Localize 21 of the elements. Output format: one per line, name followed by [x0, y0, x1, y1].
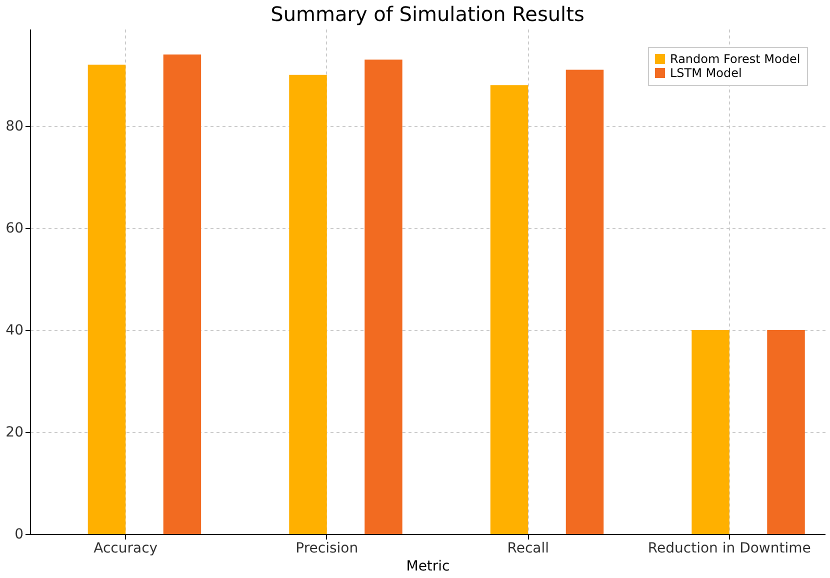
y-tick-label: 60: [6, 220, 24, 236]
bar: [88, 64, 126, 534]
x-tick-label: Reduction in Downtime: [648, 540, 811, 556]
bar: [566, 70, 604, 534]
x-tick-label: Recall: [507, 540, 550, 556]
legend-label: Random Forest Model: [670, 52, 800, 66]
x-tick-label: Precision: [296, 540, 358, 556]
y-tick-label: 0: [14, 526, 24, 542]
x-axis-title: Metric: [406, 558, 450, 574]
x-tick-label: Accuracy: [94, 540, 158, 556]
bar: [163, 54, 202, 534]
bar: [490, 85, 528, 534]
y-tick-label: 80: [6, 118, 24, 134]
chart-title: Summary of Simulation Results: [270, 2, 584, 26]
y-tick-label: 40: [6, 322, 24, 338]
bar: [364, 60, 402, 534]
bar: [692, 330, 730, 534]
bar: [289, 74, 327, 534]
legend-label: LSTM Model: [670, 66, 742, 80]
y-tick-label: 20: [6, 424, 24, 440]
bar: [767, 330, 805, 534]
